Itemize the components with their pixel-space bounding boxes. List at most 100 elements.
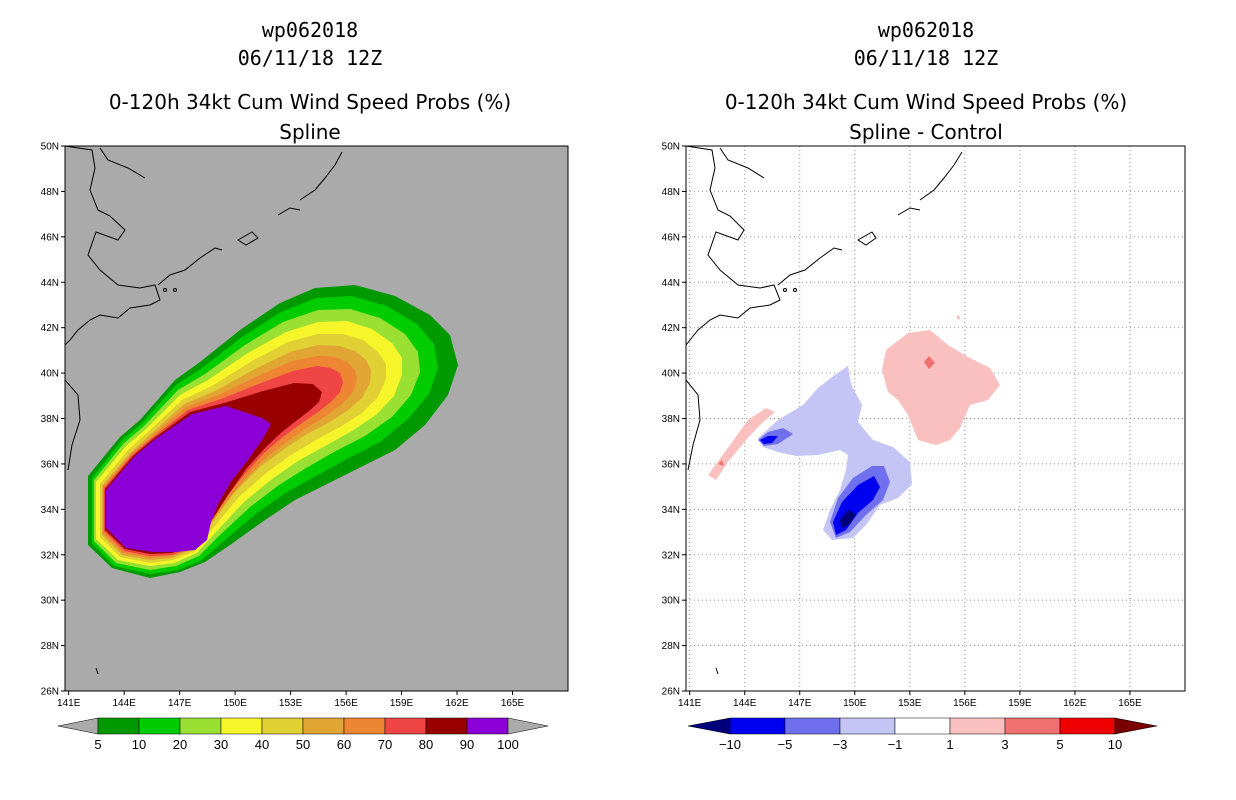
x-tick-label: 141E [678, 698, 702, 709]
y-tick-label: 28N [41, 641, 59, 652]
colorbar-over-triangle [1114, 717, 1158, 735]
left-subtitle: Spline [279, 120, 341, 144]
right-datetime: 06/11/18 12Z [853, 46, 999, 70]
x-tick-label: 141E [57, 698, 81, 709]
left-datetime: 06/11/18 12Z [237, 46, 383, 70]
y-tick-label: 34N [41, 505, 59, 516]
colorbar-box [466, 717, 509, 735]
colorbar-box [384, 717, 427, 735]
colorbar-label: −3 [833, 737, 848, 752]
colorbar-label: 5 [94, 737, 101, 752]
x-tick-label: 165E [1118, 698, 1142, 709]
colorbar-label: −10 [719, 737, 741, 752]
y-tick-label: 48N [662, 187, 680, 198]
colorbar-box [261, 717, 304, 735]
x-tick-label: 144E [733, 698, 757, 709]
diff-region-pos5-west [718, 460, 724, 466]
x-tick-label: 150E [223, 698, 247, 709]
colorbar-label: 40 [255, 737, 269, 752]
colorbar-box [302, 717, 345, 735]
prob-contour-90-100 [106, 406, 271, 552]
y-tick-label: 30N [662, 596, 680, 607]
y-tick-label: 34N [662, 505, 680, 516]
y-tick-label: 32N [41, 550, 59, 561]
colorbar-label: −5 [778, 737, 793, 752]
right-title: 0-120h 34kt Cum Wind Speed Probs (%) [724, 90, 1128, 114]
x-tick-label: 153E [279, 698, 303, 709]
colorbar-box [839, 717, 896, 735]
y-tick-label: 28N [662, 641, 680, 652]
right-subtitle: Spline - Control [849, 120, 1003, 144]
diff-region-neg5 [760, 436, 880, 535]
right-coastlines [686, 146, 963, 675]
right-storm-id: wp062018 [877, 18, 975, 42]
colorbar-label: −1 [888, 737, 903, 752]
y-tick-label: 26N [41, 687, 59, 698]
y-tick-label: 26N [662, 687, 680, 698]
diff-region-pos-east [882, 330, 1000, 445]
colorbar-box [220, 717, 263, 735]
colorbar-label: 100 [497, 737, 519, 752]
diff-region-neg10 [840, 510, 856, 528]
x-tick-label: 153E [898, 698, 922, 709]
x-tick-label: 159E [390, 698, 414, 709]
y-tick-label: 38N [41, 414, 59, 425]
colorbar-label: 60 [337, 737, 351, 752]
y-tick-label: 44N [662, 278, 680, 289]
y-tick-label: 44N [41, 278, 59, 289]
colorbar-label: 30 [214, 737, 228, 752]
left-coastlines [65, 146, 343, 675]
y-tick-label: 30N [41, 596, 59, 607]
x-tick-label: 147E [788, 698, 812, 709]
right-map-panel: 26N28N30N32N34N36N38N40N42N44N46N48N50N … [662, 142, 1186, 752]
colorbar-over-triangle [507, 717, 549, 735]
diff-region-pos-small [956, 314, 960, 320]
colorbar-under-triangle [57, 717, 99, 735]
colorbar-box [729, 717, 786, 735]
colorbar-box [1059, 717, 1116, 735]
y-tick-label: 46N [662, 232, 680, 243]
colorbar-box [784, 717, 841, 735]
colorbar-box [1004, 717, 1061, 735]
x-tick-label: 156E [953, 698, 977, 709]
x-tick-label: 162E [445, 698, 469, 709]
x-tick-label: 147E [168, 698, 192, 709]
y-tick-label: 38N [662, 414, 680, 425]
y-tick-label: 46N [41, 232, 59, 243]
colorbar-under-triangle [687, 717, 731, 735]
x-tick-label: 165E [501, 698, 525, 709]
colorbar-box [97, 717, 140, 735]
colorbar-label: 80 [419, 737, 433, 752]
diff-region-pos-west [708, 408, 775, 480]
y-tick-label: 48N [41, 187, 59, 198]
x-tick-label: 150E [843, 698, 867, 709]
colorbar-box [343, 717, 386, 735]
colorbar-box [138, 717, 181, 735]
colorbar-label: 70 [378, 737, 392, 752]
y-tick-label: 40N [41, 369, 59, 380]
y-tick-label: 36N [41, 459, 59, 470]
colorbar-label: 20 [173, 737, 187, 752]
colorbar-label: 90 [460, 737, 474, 752]
x-tick-label: 156E [334, 698, 358, 709]
colorbar-box [949, 717, 1006, 735]
x-tick-label: 159E [1008, 698, 1032, 709]
colorbar-box [179, 717, 222, 735]
y-tick-label: 42N [41, 323, 59, 334]
y-tick-label: 50N [662, 142, 680, 153]
y-tick-label: 40N [662, 369, 680, 380]
y-tick-label: 36N [662, 459, 680, 470]
x-tick-label: 162E [1063, 698, 1087, 709]
colorbar-box [425, 717, 468, 735]
diff-region-pos5-east [924, 356, 935, 369]
y-tick-label: 32N [662, 550, 680, 561]
left-map-panel: 26N28N30N32N34N36N38N40N42N44N46N48N50N … [41, 142, 569, 752]
y-tick-label: 50N [41, 142, 59, 153]
colorbar-label: 10 [1108, 737, 1122, 752]
colorbar-box [894, 717, 951, 735]
colorbar-label: 1 [946, 737, 953, 752]
colorbar-label: 10 [132, 737, 146, 752]
colorbar-label: 3 [1001, 737, 1008, 752]
colorbar-label: 50 [296, 737, 310, 752]
colorbar-label: 5 [1056, 737, 1063, 752]
